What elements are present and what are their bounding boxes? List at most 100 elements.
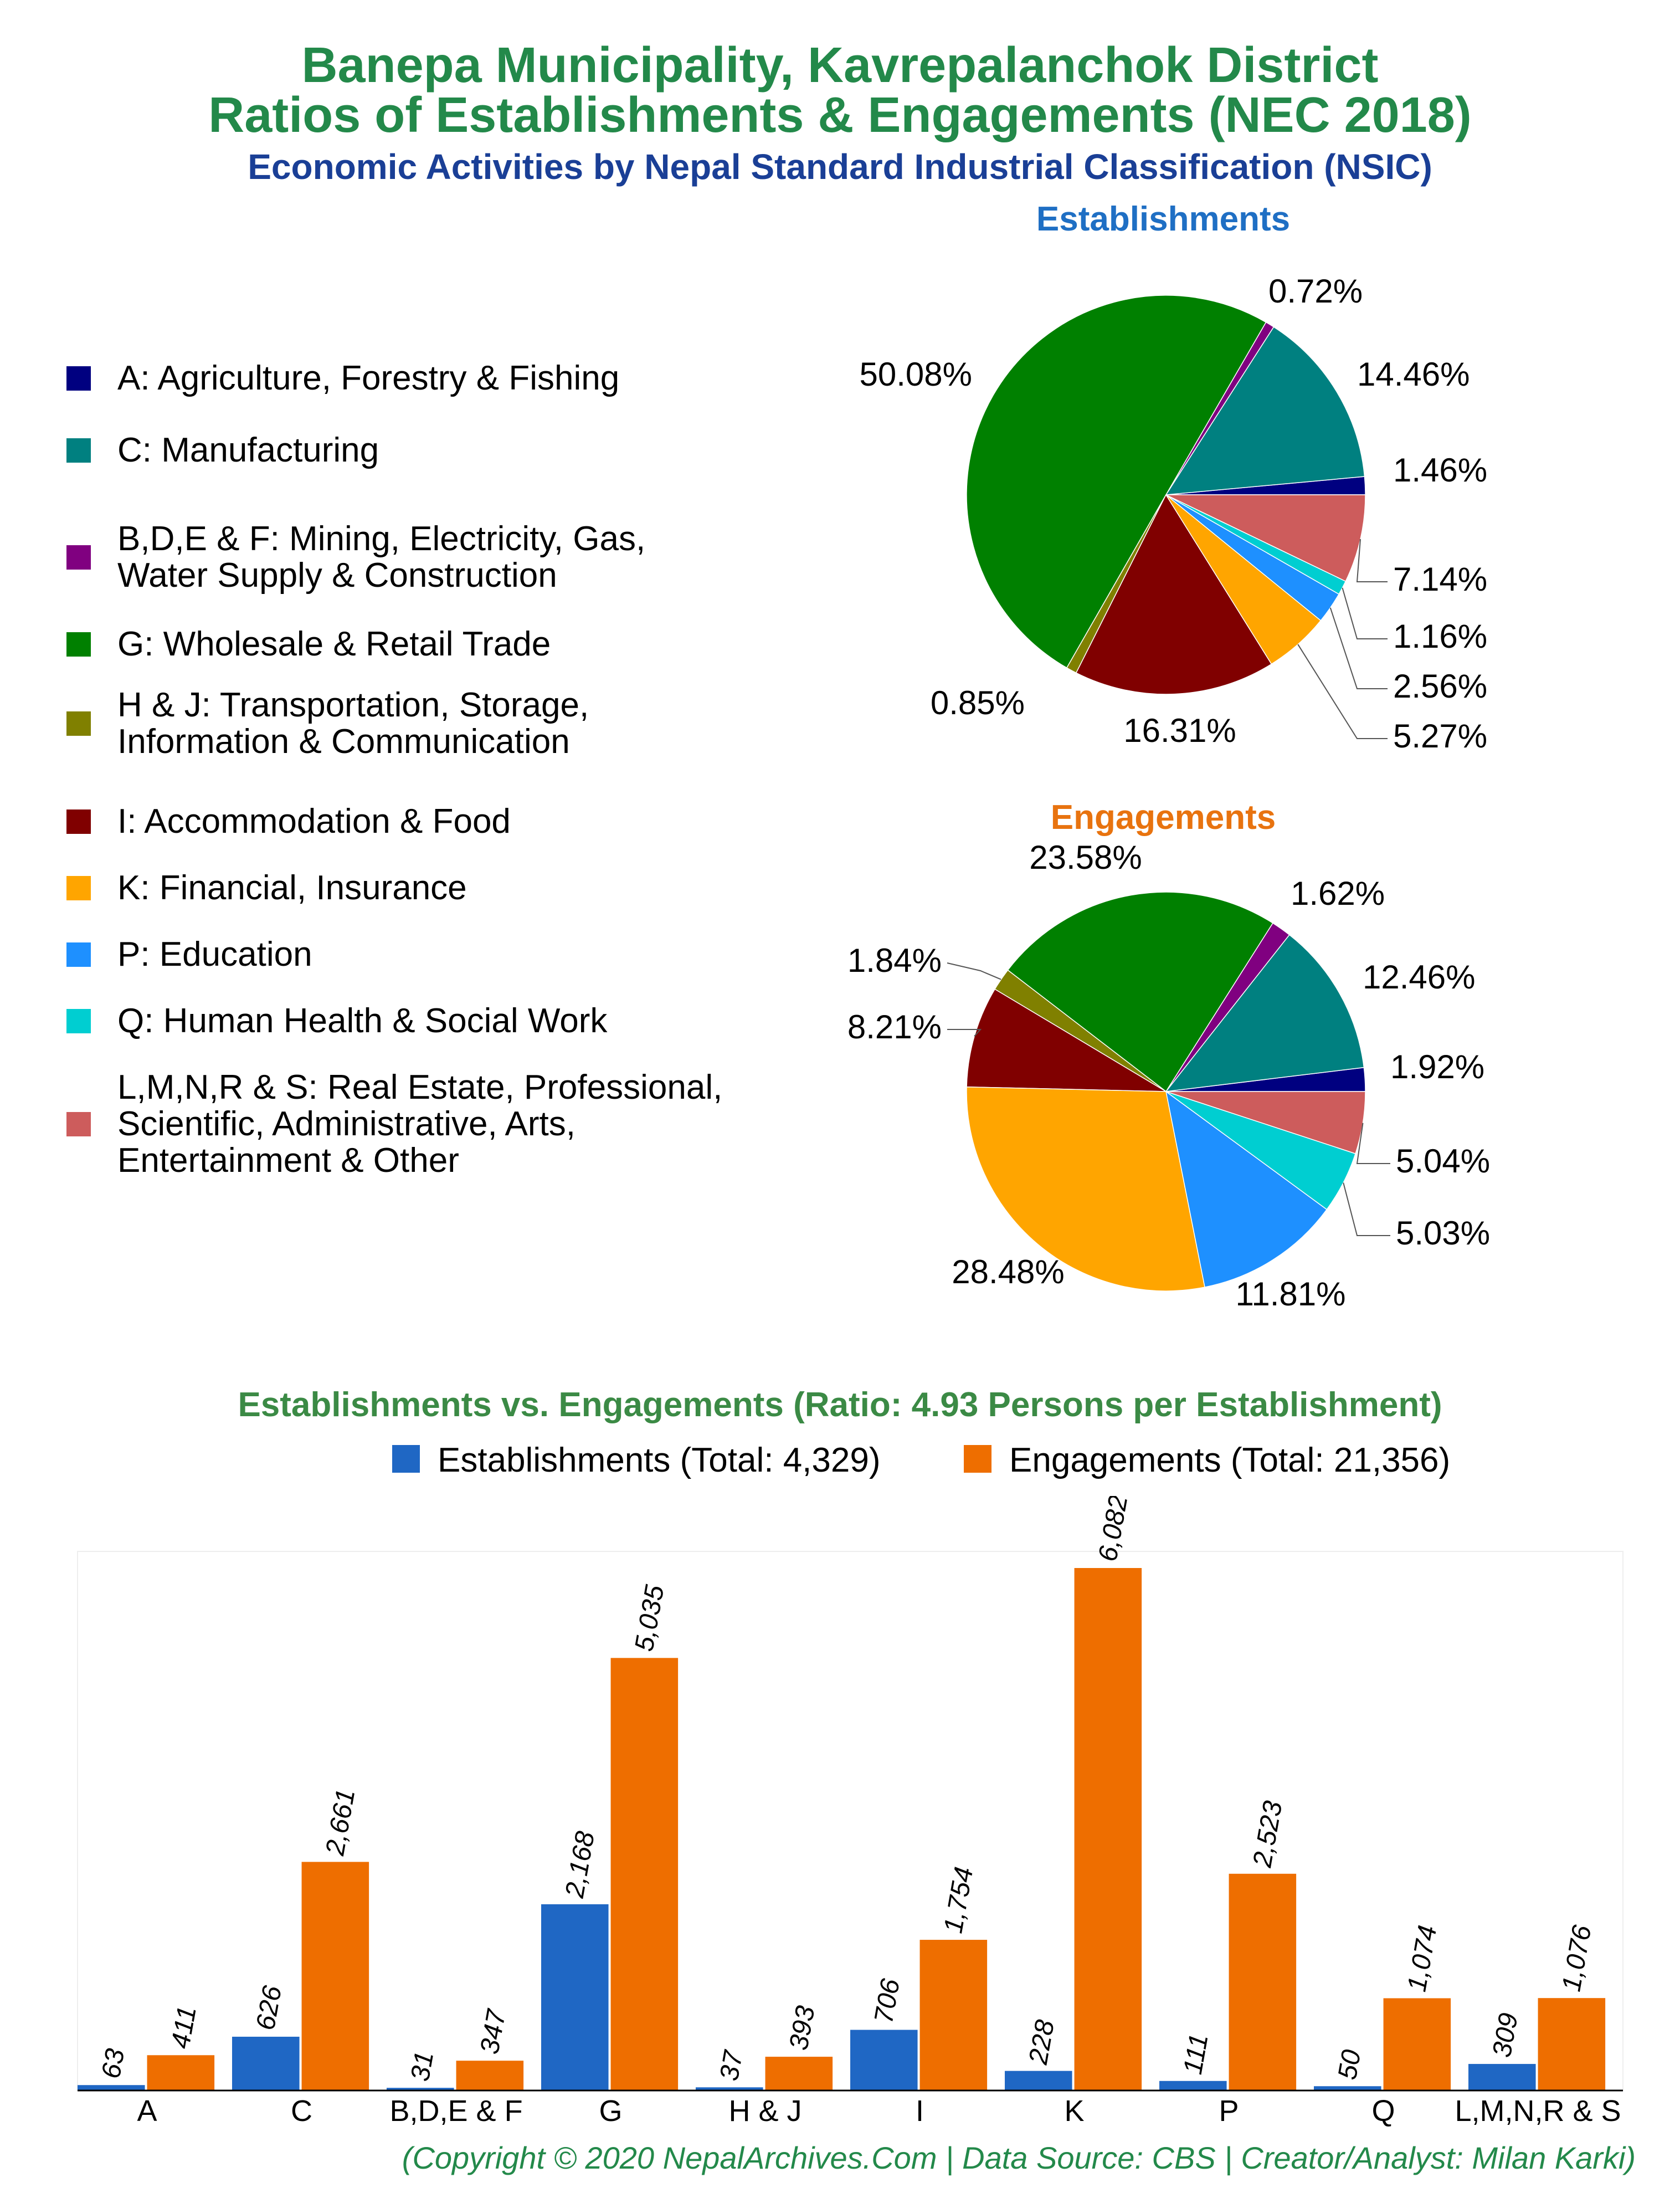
bar-establishments <box>387 2088 454 2090</box>
pie-leader-line <box>1342 587 1388 639</box>
legend-label-engagements: Engagements (Total: 21,356) <box>1009 1441 1451 1479</box>
legend-swatch-establishments <box>392 1445 420 1473</box>
bar-value-label: 2,523 <box>1247 1799 1288 1870</box>
bar-value-label: 706 <box>869 1976 906 2025</box>
bar-category-label: B,D,E & F <box>390 2094 523 2128</box>
bar-value-label: 347 <box>475 2006 512 2056</box>
bar-value-label: 5,035 <box>629 1583 670 1654</box>
pie-label: 14.46% <box>1357 356 1470 393</box>
bar-value-label: 626 <box>251 1984 287 2032</box>
legend-swatch <box>66 1112 91 1136</box>
pie-slice <box>966 1086 1205 1292</box>
legend-label: A: Agriculture, Forestry & Fishing <box>117 359 620 397</box>
pie-label: 50.08% <box>860 356 973 393</box>
legend-swatch-engagements <box>964 1445 991 1473</box>
chart-title-line2: Ratios of Establishments & Engagements (… <box>208 88 1472 143</box>
legend-label: H & J: Transportation, Storage, Informat… <box>117 686 589 761</box>
bar-engagements <box>1383 1998 1451 2090</box>
bar-engagements <box>301 1862 369 2090</box>
pie-slice <box>1007 891 1273 1093</box>
legend-label: Q: Human Health & Social Work <box>117 1002 608 1040</box>
legend-swatch <box>66 809 91 834</box>
copyright-note: (Copyright © 2020 NepalArchives.Com | Da… <box>402 2140 1636 2175</box>
bar-value-label: 411 <box>166 2004 202 2051</box>
legend-swatch <box>66 438 91 463</box>
pie-slice <box>1165 494 1366 582</box>
pie-leader-line <box>1356 1123 1390 1164</box>
bar-value-label: 2,168 <box>560 1829 600 1900</box>
bar-value-label: 309 <box>1487 2011 1524 2059</box>
legend-label: P: Education <box>117 935 312 973</box>
bar-value-label: 37 <box>715 2047 749 2083</box>
legend-label: B,D,E & F: Mining, Electricity, Gas, Wat… <box>117 520 646 595</box>
pie-slice <box>1165 326 1365 495</box>
bar-category-label: L,M,N,R & S <box>1455 2094 1621 2128</box>
bar-category-label: I <box>916 2094 924 2128</box>
pie-label: 1.16% <box>1393 618 1487 655</box>
bar-establishments <box>232 2036 300 2090</box>
pie-label: 16.31% <box>1123 712 1236 749</box>
bar-value-label: 50 <box>1333 2047 1367 2082</box>
establishments-pie-title: Establishments <box>1036 200 1291 238</box>
pie-label: 5.27% <box>1393 718 1487 755</box>
pie-leader-line <box>1297 644 1388 739</box>
pie-leader-line <box>1356 539 1388 582</box>
bar-chart: 63 411 A 626 2,661 C 31 347 B,D,E & F 2,168 5,035 G… <box>77 1496 1624 2128</box>
bar-category-label: C <box>291 2094 312 2128</box>
bar-establishments <box>1468 2064 1536 2090</box>
legend-label: I: Accommodation & Food <box>117 802 511 841</box>
bar-establishments <box>1314 2086 1381 2090</box>
pie-slice <box>1075 494 1272 695</box>
bar-engagements <box>456 2061 524 2090</box>
pie-leader-line <box>1329 607 1388 689</box>
bar-engagements <box>1074 1568 1142 2090</box>
bar-value-label: 228 <box>1024 2017 1060 2067</box>
pie-label: 7.14% <box>1393 561 1487 598</box>
pie-leader-line <box>1343 1182 1390 1236</box>
bar-engagements <box>765 2057 833 2090</box>
pie-label: 1.62% <box>1291 875 1385 912</box>
pie-label: 1.46% <box>1393 452 1487 489</box>
legend-swatch <box>66 545 91 570</box>
pie-label: 23.58% <box>1029 839 1142 876</box>
legend-label: G: Wholesale & Retail Trade <box>117 625 551 663</box>
legend-label: C: Manufacturing <box>117 431 379 469</box>
bar-establishments <box>696 2087 763 2090</box>
legend-swatch <box>66 1009 91 1033</box>
pie-leader-line <box>947 1029 982 1037</box>
pie-label: 1.84% <box>847 942 942 979</box>
bar-establishments <box>1159 2081 1227 2090</box>
pie-slice <box>1165 1090 1328 1288</box>
legend-swatch <box>66 632 91 657</box>
pie-label: 11.81% <box>1235 1275 1345 1313</box>
bar-value-label: 1,076 <box>1556 1923 1597 1994</box>
pie-label: 28.48% <box>952 1253 1065 1290</box>
bar-category-label: A <box>137 2094 157 2128</box>
bar-value-label: 2,661 <box>320 1787 361 1858</box>
bar-establishments <box>850 2030 918 2090</box>
bar-value-label: 1,754 <box>938 1865 979 1936</box>
legend-swatch <box>66 366 91 391</box>
engagements-pie-title: Engagements <box>1050 798 1276 837</box>
establishments-pie: 1.46% 14.46% 0.72% 50.08% 0.85% 16.31% 5.27% 2.… <box>860 273 1488 755</box>
bar-engagements <box>1229 1873 1297 2090</box>
pie-label: 0.72% <box>1268 273 1363 310</box>
pie-leader-line <box>947 962 1001 980</box>
pie-label: 0.85% <box>931 684 1025 721</box>
pie-label: 1.92% <box>1390 1048 1484 1085</box>
chart-subtitle: Economic Activities by Nepal Standard In… <box>248 147 1432 187</box>
bar-category-label: H & J <box>729 2094 802 2128</box>
bar-value-label: 1,074 <box>1402 1923 1442 1994</box>
bar-value-label: 393 <box>784 2004 820 2052</box>
bar-engagements <box>147 2055 215 2090</box>
bar-category-label: P <box>1219 2094 1239 2128</box>
pie-slice <box>966 295 1267 669</box>
pie-label: 8.21% <box>847 1008 942 1046</box>
engagements-pie: 1.92% 12.46% 1.62% 23.58% 1.84% 8.21% 28.48% 11… <box>847 839 1490 1313</box>
bar-value-label: 111 <box>1178 2032 1214 2077</box>
legend-swatch <box>66 876 91 900</box>
legend-label: K: Financial, Insurance <box>117 869 467 907</box>
bar-establishments <box>541 1904 609 2090</box>
bar-value-label: 31 <box>405 2049 439 2084</box>
bar-value-label: 6,082 <box>1093 1496 1133 1564</box>
